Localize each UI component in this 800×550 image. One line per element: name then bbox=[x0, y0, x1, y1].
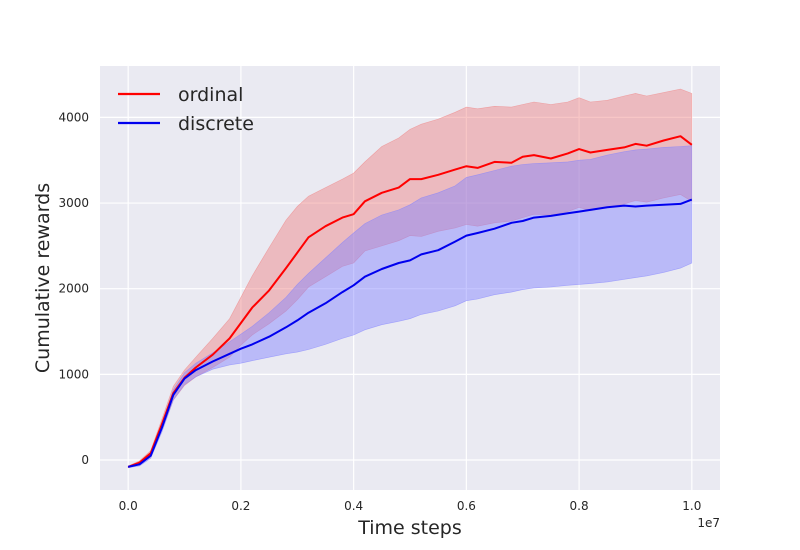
confidence-bands bbox=[127, 88, 693, 469]
x-tick-label: 0.4 bbox=[344, 499, 363, 513]
y-axis-ticks: 0 1000 2000 3000 4000 bbox=[58, 110, 89, 467]
x-tick-label: 0.2 bbox=[231, 499, 250, 513]
x-axis-offset-label: 1e7 bbox=[697, 516, 720, 530]
y-axis-label: Cumulative rewards bbox=[32, 183, 54, 373]
y-tick-label: 4000 bbox=[58, 110, 89, 124]
y-tick-label: 0 bbox=[81, 453, 89, 467]
band-discrete bbox=[127, 145, 693, 469]
y-tick-label: 3000 bbox=[58, 196, 89, 210]
legend-label-discrete: discrete bbox=[178, 113, 254, 135]
y-tick-label: 1000 bbox=[58, 367, 89, 381]
x-tick-label: 1.0 bbox=[682, 499, 701, 513]
x-tick-label: 0.0 bbox=[119, 499, 138, 513]
series-line-ordinal bbox=[127, 135, 693, 468]
y-tick-label: 2000 bbox=[58, 282, 89, 296]
plot-area bbox=[100, 66, 720, 490]
x-axis-label: Time steps bbox=[357, 517, 462, 539]
legend-label-ordinal: ordinal bbox=[178, 84, 243, 106]
legend: ordinal discrete bbox=[118, 84, 254, 135]
x-tick-label: 0.6 bbox=[457, 499, 476, 513]
grid-lines bbox=[100, 66, 720, 490]
series-line-discrete bbox=[127, 198, 693, 468]
series-lines bbox=[127, 135, 693, 468]
x-axis-ticks: 0.0 0.2 0.4 0.6 0.8 1.0 bbox=[119, 499, 702, 513]
x-tick-label: 0.8 bbox=[570, 499, 589, 513]
